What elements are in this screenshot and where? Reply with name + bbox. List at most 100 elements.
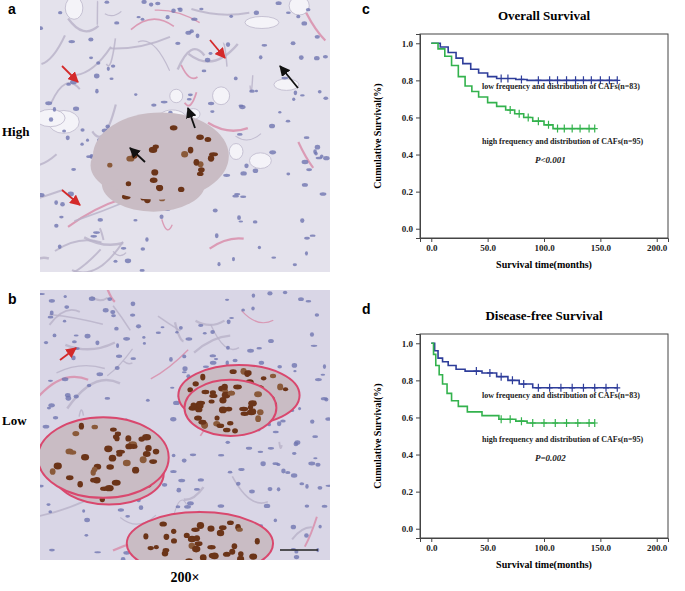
stromal-nucleus xyxy=(302,183,308,187)
stromal-nucleus xyxy=(280,419,286,422)
stromal-nucleus xyxy=(111,314,116,317)
tumour-nucleus xyxy=(153,449,159,455)
stromal-nucleus xyxy=(170,387,174,389)
censor-mark xyxy=(592,419,598,427)
stromal-nucleus xyxy=(141,0,146,4)
panel-letter: d xyxy=(362,301,371,317)
stromal-nucleus xyxy=(140,269,145,272)
black-arrow xyxy=(130,148,145,162)
fibre xyxy=(49,314,103,324)
tick: 100.0 xyxy=(534,538,555,553)
tick: 0.0 xyxy=(426,538,438,553)
chart: dDisease-free Survival0.00.20.40.60.81.0… xyxy=(362,301,669,571)
stromal-nucleus xyxy=(323,364,326,369)
stromal-nucleus xyxy=(237,215,241,220)
legend-entry: high frequency and distribution of CAFs(… xyxy=(482,137,643,146)
stromal-nucleus xyxy=(48,403,54,407)
stromal-nucleus xyxy=(305,251,308,255)
fibre xyxy=(105,11,122,15)
tick-label: 0.4 xyxy=(402,150,414,160)
tick-mark xyxy=(416,80,420,81)
stromal-nucleus xyxy=(133,219,137,221)
stromal-nucleus xyxy=(48,316,54,319)
tumour-nucleus xyxy=(151,169,158,175)
stromal-nucleus xyxy=(304,533,309,538)
stromal-nucleus xyxy=(175,42,180,45)
stromal-nucleus xyxy=(49,299,55,303)
tumour-nucleus xyxy=(210,390,216,395)
stromal-nucleus xyxy=(210,354,216,357)
tumour-nucleus xyxy=(149,459,157,464)
stromal-nucleus xyxy=(310,332,314,337)
tick: 0.0 xyxy=(402,224,420,234)
stromal-nucleus xyxy=(94,551,101,553)
fibre xyxy=(68,19,98,32)
stromal-nucleus xyxy=(196,33,200,38)
stromal-nucleus xyxy=(146,399,150,402)
stromal-nucleus xyxy=(58,245,62,249)
micrograph xyxy=(40,290,330,560)
tick-mark xyxy=(544,538,545,542)
tumour-nucleus xyxy=(125,435,131,441)
stromal-nucleus xyxy=(73,106,79,110)
tumour-nucleus xyxy=(126,181,131,186)
tumour-nucleus xyxy=(249,553,257,559)
fibre xyxy=(194,336,230,353)
stromal-nucleus xyxy=(191,17,197,20)
tumour-nucleus xyxy=(230,369,237,374)
tick-mark xyxy=(488,238,489,242)
stromal-nucleus xyxy=(315,35,320,39)
stromal-nucleus xyxy=(264,504,270,508)
stromal-nucleus xyxy=(311,345,317,347)
tumour-nucleus xyxy=(178,187,184,192)
tick-mark xyxy=(416,117,420,118)
stromal-nucleus xyxy=(40,193,45,197)
tumour-nucleus xyxy=(114,435,119,441)
censor-mark xyxy=(487,369,493,377)
tumour-nucleus xyxy=(194,535,200,541)
stromal-nucleus xyxy=(190,454,196,457)
stromal-nucleus xyxy=(314,56,320,60)
tumour-nucleus xyxy=(208,155,214,162)
stromal-nucleus xyxy=(233,359,238,363)
stromal-nucleus xyxy=(143,342,146,345)
stromal-nucleus xyxy=(238,221,243,223)
stromal-nucleus xyxy=(87,384,91,387)
stromal-nucleus xyxy=(48,510,52,513)
tick-mark xyxy=(431,238,432,242)
micrograph-background xyxy=(40,0,330,272)
tumour-nucleus xyxy=(92,425,99,430)
stromal-nucleus xyxy=(43,425,50,429)
stromal-nucleus xyxy=(134,93,137,96)
vacuole xyxy=(249,153,271,169)
tumour-nucleus xyxy=(170,125,178,130)
tumour-nucleus xyxy=(261,376,267,380)
stromal-nucleus xyxy=(293,370,296,372)
stromal-nucleus xyxy=(136,16,140,18)
tumour-nucleus xyxy=(92,467,98,473)
tumour-nucleus xyxy=(192,546,200,553)
stromal-nucleus xyxy=(74,395,79,399)
stromal-nucleus xyxy=(294,90,298,95)
censor-mark xyxy=(525,113,531,121)
fibre xyxy=(97,1,99,25)
stromal-nucleus xyxy=(107,297,112,301)
censor-mark xyxy=(546,121,552,129)
stromal-nucleus xyxy=(84,334,90,339)
stromal-nucleus xyxy=(286,120,290,123)
stromal-nucleus xyxy=(62,377,69,381)
stromal-nucleus xyxy=(89,296,95,300)
tick-mark xyxy=(416,492,420,493)
stromal-nucleus xyxy=(232,195,239,198)
tick: 0.4 xyxy=(402,450,420,460)
fibre xyxy=(305,517,317,547)
stromal-nucleus xyxy=(182,459,187,463)
stromal-nucleus xyxy=(283,291,287,294)
stromal-nucleus xyxy=(226,441,230,444)
tumour-nucleus xyxy=(115,432,121,437)
stromal-nucleus xyxy=(71,168,76,171)
stromal-nucleus xyxy=(177,8,181,10)
stromal-nucleus xyxy=(218,454,224,456)
tumour-nucleus xyxy=(200,374,205,381)
tumour-nucleus xyxy=(193,381,199,386)
